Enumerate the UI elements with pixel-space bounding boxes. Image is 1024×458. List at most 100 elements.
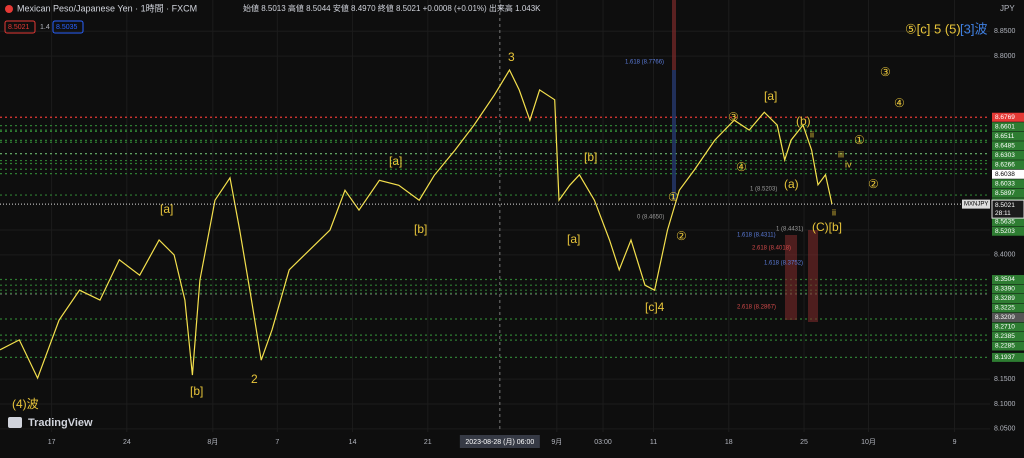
- x-tick-label: 03:00: [594, 439, 612, 446]
- x-tick-label: 10月: [861, 438, 876, 446]
- last-price-label: 8.5021: [995, 202, 1015, 209]
- wave-label: ④: [736, 160, 747, 174]
- level-badge: [992, 179, 1024, 189]
- logo: TradingView: [28, 417, 93, 429]
- axes: 8.85008.80008.45008.40008.15008.10008.05…: [48, 28, 1024, 448]
- price-line: [0, 68, 833, 380]
- x-tick-label: 25: [800, 439, 808, 446]
- crosshair-label: 2023-08-28 (月) 06:00: [465, 438, 534, 446]
- level-badge: [992, 341, 1024, 351]
- crosshair-box: [459, 435, 540, 448]
- wave-label: iv: [845, 159, 852, 169]
- y-tick-label: 8.1500: [994, 376, 1016, 383]
- price-box[interactable]: [4, 20, 36, 34]
- wave-label: ①: [668, 190, 679, 204]
- level-label: 8.5635: [995, 218, 1015, 225]
- level-badge: [992, 160, 1024, 170]
- level-badge: [992, 332, 1024, 342]
- fib-label: 1 (8.4431): [776, 227, 803, 233]
- level-label: 8.6038: [995, 171, 1015, 178]
- wave-label: [a]: [567, 232, 580, 246]
- y-tick-label: 8.0500: [994, 426, 1016, 433]
- wave-label: ②: [676, 229, 687, 243]
- position-box: [672, 70, 676, 200]
- grid: [0, 0, 990, 432]
- wave-label: (b): [796, 114, 811, 128]
- wave-labels: (4)波 [a] [b] 2 [a] [b] 3 [b] [a] [c]4 [a…: [12, 21, 987, 411]
- wave-label: iii: [838, 149, 844, 159]
- level-label: 8.3209: [995, 314, 1015, 321]
- level-badge: [992, 188, 1024, 198]
- header: Mexican Peso/Japanese Yen · 1時間 · FXCM 始…: [4, 3, 1015, 429]
- fib-label: 2.618 (8.2867): [737, 305, 776, 311]
- x-tick-label: 24: [123, 439, 131, 446]
- x-tick-label: 9月: [551, 438, 562, 446]
- level-label: 8.3225: [995, 305, 1015, 312]
- level-label: 8.6033: [995, 180, 1015, 187]
- last-price-badge: [991, 199, 1024, 219]
- level-label: 8.1937: [995, 354, 1015, 361]
- level-badge: [992, 275, 1024, 285]
- level-badge: [992, 313, 1024, 323]
- wave-label: [b]: [584, 150, 597, 164]
- x-tick-label: 11: [650, 439, 657, 446]
- fib-label: 1.618 (8.4311): [737, 233, 776, 239]
- level-badge: [992, 226, 1024, 236]
- wave-label: (4)波: [12, 397, 39, 411]
- fib-label: 2.618 (8.4018): [752, 246, 791, 252]
- level-badge: [992, 294, 1024, 304]
- y-tick-label: 8.4000: [994, 252, 1016, 259]
- symbol-title: Mexican Peso/Japanese Yen · 1時間 · FXCM: [17, 3, 197, 13]
- level-label: 8.5897: [995, 190, 1015, 197]
- symbol-icon: [5, 5, 13, 13]
- fib-label: 1.618 (8.7766): [625, 60, 664, 66]
- logo-mark: [8, 417, 22, 428]
- level-badge: [992, 112, 1024, 122]
- level-badge: [992, 141, 1024, 151]
- level-label: 8.6601: [995, 123, 1015, 130]
- y-tick-label: 8.8000: [994, 53, 1016, 60]
- y-tick-label: 8.8500: [994, 28, 1016, 35]
- ohlc: 始値 8.5013 高値 8.5044 安値 8.4970 終値 8.5021 …: [243, 3, 541, 13]
- wave-label: ii: [810, 129, 814, 139]
- x-tick-label: 18: [725, 439, 733, 446]
- wave-label: (a): [784, 177, 799, 191]
- x-tick-label: 17: [48, 439, 56, 446]
- price-box[interactable]: [52, 20, 84, 34]
- level-badge: [992, 284, 1024, 294]
- wave-label: ②: [868, 177, 879, 191]
- wave-label: [a]: [764, 89, 777, 103]
- level-label: 8.2710: [995, 324, 1015, 331]
- position-box: [808, 230, 818, 322]
- currency: JPY: [1000, 4, 1015, 13]
- level-label: 8.6303: [995, 152, 1015, 159]
- level-badge: [992, 303, 1024, 313]
- x-tick-label: 7: [275, 439, 279, 446]
- x-tick-label: 9: [953, 439, 957, 446]
- level-badge: [992, 131, 1024, 141]
- level-label: 8.5203: [995, 228, 1015, 235]
- level-badge: [992, 217, 1024, 227]
- levels: [0, 116, 990, 358]
- wave-label: ③: [728, 110, 739, 124]
- symbol-badge: [962, 199, 990, 209]
- wave-label: ③: [880, 65, 891, 79]
- level-label: 8.3289: [995, 295, 1015, 302]
- level-label: 8.3390: [995, 286, 1015, 293]
- level-badge: [992, 150, 1024, 160]
- price-box-text: 8.5021: [8, 24, 30, 31]
- level-badge: [992, 352, 1024, 362]
- position-box: [785, 235, 797, 320]
- wave-label: [c]4: [645, 300, 665, 314]
- level-label: 8.2385: [995, 333, 1015, 340]
- x-tick-label: 8月: [207, 438, 218, 446]
- wave-label: ①: [854, 133, 865, 147]
- fib-label: 1 (8.5203): [750, 187, 777, 193]
- position-box: [672, 0, 676, 70]
- wave-label: [3]波: [960, 21, 987, 36]
- wave-label: [b]: [190, 384, 203, 398]
- wave-label: [a]: [160, 202, 173, 216]
- price-box-text: 8.5035: [56, 24, 78, 31]
